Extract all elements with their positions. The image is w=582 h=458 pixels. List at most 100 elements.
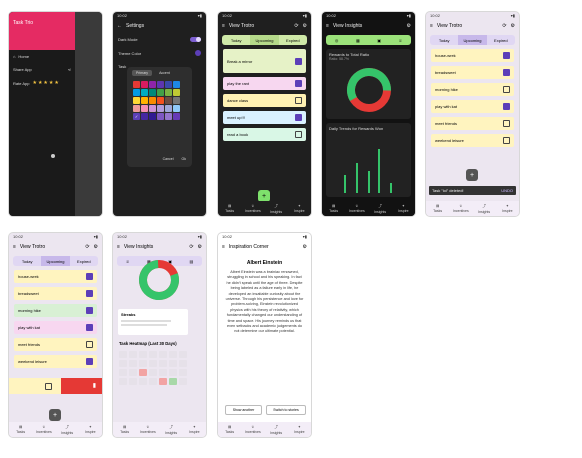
nav-incentives[interactable]: ♕ Incentives <box>244 204 261 213</box>
task-card[interactable]: weekend leisure <box>14 355 97 368</box>
color-swatch-selected[interactable]: ✓ <box>133 113 140 120</box>
color-swatch[interactable] <box>133 105 140 112</box>
tab-upcoming[interactable]: Upcoming <box>250 35 279 45</box>
menu-icon[interactable]: ≡ <box>222 23 225 29</box>
task-checkbox[interactable] <box>503 137 510 144</box>
color-swatch[interactable] <box>173 97 180 104</box>
color-swatch[interactable] <box>141 81 148 88</box>
task-checkbox[interactable] <box>295 131 302 138</box>
drawer-item-rate[interactable]: Rate App ★★★★★ <box>13 80 60 86</box>
task-card[interactable]: meet friends <box>431 117 514 130</box>
nav-tasks[interactable]: ▤ Tasks <box>120 425 130 434</box>
task-checkbox[interactable] <box>45 383 52 390</box>
setting-task[interactable]: Task <box>118 64 127 69</box>
drawer-item-home[interactable]: ⌂ Home <box>13 54 30 59</box>
tab-expired[interactable]: Expired <box>77 258 91 264</box>
swiped-task-card[interactable] <box>9 378 61 394</box>
nav-incentives[interactable]: ♕ Incentives <box>244 425 261 434</box>
gear-icon[interactable]: ⚙ <box>302 23 307 29</box>
task-checkbox[interactable] <box>503 86 510 93</box>
color-swatch[interactable] <box>157 81 164 88</box>
task-card[interactable]: house-wrek <box>431 49 514 62</box>
menu-icon[interactable]: ≡ <box>326 23 329 29</box>
nav-incentives[interactable]: ♕ Incentives <box>348 204 365 213</box>
nav-tasks[interactable]: ▤ Tasks <box>225 425 235 434</box>
rating-stars[interactable]: ★★★★★ <box>32 80 60 86</box>
task-checkbox[interactable] <box>86 324 93 331</box>
task-checkbox[interactable] <box>503 69 510 76</box>
nav-incentives[interactable]: ♕ Incentives <box>452 204 469 213</box>
tab-primary[interactable]: Primary <box>132 70 153 76</box>
gear-icon[interactable]: ⚙ <box>406 23 411 29</box>
menu-icon[interactable]: ≡ <box>117 244 120 250</box>
color-swatch[interactable] <box>133 89 140 96</box>
calendar-icon[interactable]: ▣ <box>377 37 382 43</box>
tab-expired[interactable]: Expired <box>494 37 508 43</box>
color-swatch[interactable] <box>165 113 172 120</box>
color-swatch[interactable] <box>133 81 140 88</box>
menu-icon[interactable]: ≡ <box>222 244 225 250</box>
back-arrow-icon[interactable]: ← <box>117 23 122 29</box>
nav-tasks[interactable]: ▤ Tasks <box>16 425 26 434</box>
task-checkbox[interactable] <box>86 307 93 314</box>
nav-insights[interactable]: ⤴ Insights <box>270 203 283 214</box>
color-swatch[interactable] <box>165 89 172 96</box>
add-task-button[interactable]: + <box>466 169 478 181</box>
tab-today[interactable]: Today <box>230 37 242 43</box>
add-task-button[interactable]: + <box>49 409 61 421</box>
task-card[interactable]: meet friends <box>14 338 97 351</box>
task-checkbox[interactable] <box>86 290 93 297</box>
color-swatch[interactable] <box>173 113 180 120</box>
nav-incentives[interactable]: ♕ Incentives <box>35 425 52 434</box>
task-card[interactable]: play with kat <box>14 321 97 334</box>
task-checkbox[interactable] <box>86 273 93 280</box>
task-checkbox[interactable] <box>295 57 302 65</box>
nav-inspire[interactable]: ✦ Inspire <box>85 425 96 434</box>
add-task-button[interactable]: + <box>258 190 270 202</box>
calendar-icon[interactable]: ▣ <box>168 258 173 264</box>
color-swatch[interactable] <box>133 97 140 104</box>
task-checkbox[interactable] <box>503 103 510 110</box>
refresh-icon[interactable]: ⟳ <box>189 244 194 250</box>
task-checkbox[interactable] <box>503 52 510 59</box>
color-swatch[interactable] <box>157 97 164 104</box>
show-another-button[interactable]: Show another <box>225 405 262 415</box>
refresh-icon[interactable]: ⟳ <box>85 244 90 250</box>
nav-insights[interactable]: ⤴ Insights <box>270 424 283 435</box>
grid-icon[interactable]: ▦ <box>355 37 360 43</box>
trophy-icon[interactable]: ♕ <box>398 37 403 43</box>
nav-insights[interactable]: ⤴ Insights <box>61 424 74 435</box>
tab-today[interactable]: Today <box>438 37 450 43</box>
nav-incentives[interactable]: ♕ Incentives <box>139 425 156 434</box>
color-swatch[interactable] <box>141 97 148 104</box>
nav-insights[interactable]: ⤴ Insights <box>374 203 387 214</box>
nav-insights[interactable]: ⤴ Insights <box>478 203 491 214</box>
task-card[interactable]: breadsweet <box>431 66 514 79</box>
task-checkbox[interactable] <box>295 80 302 87</box>
color-swatch[interactable] <box>149 97 156 104</box>
color-swatch[interactable] <box>149 81 156 88</box>
color-swatch[interactable] <box>157 89 164 96</box>
setting-dark-mode[interactable]: Dark Mode <box>113 33 206 46</box>
task-checkbox[interactable] <box>503 120 510 127</box>
color-swatch[interactable] <box>149 113 156 120</box>
task-card[interactable]: morning hike <box>14 304 97 317</box>
task-card[interactable]: dance class <box>223 94 306 107</box>
color-swatch[interactable] <box>149 105 156 112</box>
color-swatch[interactable] <box>165 97 172 104</box>
color-swatch[interactable] <box>149 89 156 96</box>
tab-accent[interactable]: Accent <box>159 71 170 75</box>
gear-icon[interactable]: ⚙ <box>510 23 515 29</box>
color-swatch[interactable] <box>157 105 164 112</box>
tab-expired[interactable]: Expired <box>286 37 300 43</box>
grid-icon[interactable]: ▦ <box>146 258 151 264</box>
task-checkbox[interactable] <box>86 358 93 365</box>
theme-color-swatch[interactable] <box>195 50 201 56</box>
swipe-delete-background[interactable]: ▮ <box>61 378 102 394</box>
task-card[interactable]: weekend leisure <box>431 134 514 147</box>
task-card[interactable]: meet up!!! <box>223 111 306 124</box>
task-checkbox[interactable] <box>86 341 93 348</box>
gear-icon[interactable]: ⚙ <box>197 244 202 250</box>
nav-tasks[interactable]: ▤ Tasks <box>329 204 339 213</box>
nav-inspire[interactable]: ✦ Inspire <box>294 425 305 434</box>
